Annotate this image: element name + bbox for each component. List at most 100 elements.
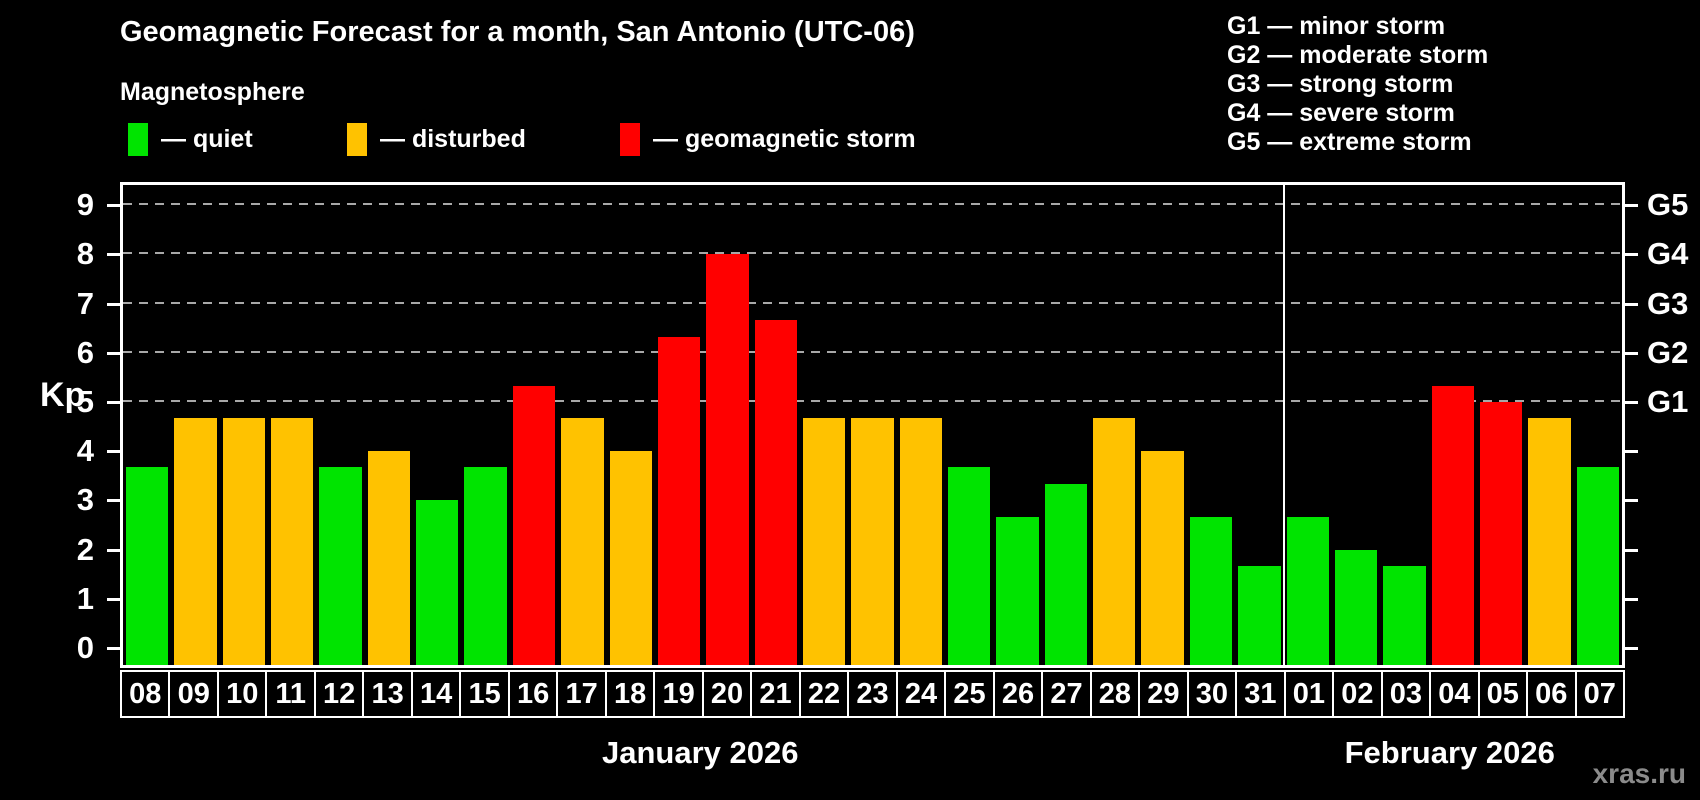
gridline-kp7 bbox=[123, 301, 1622, 304]
bar-slot-25 bbox=[945, 185, 993, 665]
day-label-box-17: 17 bbox=[556, 670, 607, 718]
y-tick-label-5: 5 bbox=[76, 384, 94, 419]
legend-label: — geomagnetic storm bbox=[653, 124, 916, 153]
y-tick-label-1: 1 bbox=[76, 580, 94, 616]
day-label-box-06: 06 bbox=[1526, 670, 1577, 718]
gridline-kp6 bbox=[123, 350, 1622, 353]
kp-bar-day-02-quiet bbox=[1334, 549, 1378, 665]
bar-slot-08 bbox=[123, 185, 171, 665]
bar-slot-16 bbox=[510, 185, 558, 665]
month-label-january: January 2026 bbox=[602, 735, 799, 770]
g-legend-line: G2 — moderate storm bbox=[1227, 41, 1489, 69]
kp-bar-day-27-quiet bbox=[1044, 484, 1088, 665]
kp-bar-day-17-disturbed bbox=[561, 418, 604, 665]
gridline-kp8 bbox=[123, 252, 1622, 255]
bar-slot-12 bbox=[316, 185, 364, 665]
bar-slot-09 bbox=[171, 185, 219, 665]
month-label-february: February 2026 bbox=[1344, 735, 1555, 770]
y-tick-label-2: 2 bbox=[76, 531, 94, 567]
quiet-color-swatch bbox=[128, 122, 148, 156]
chart-subtitle: Magnetosphere bbox=[120, 78, 305, 106]
legend-item-quiet: — quiet bbox=[128, 121, 253, 157]
y-tick-right-0 bbox=[1625, 647, 1638, 650]
bar-slot-20 bbox=[703, 185, 751, 665]
kp-bar-day-23-disturbed bbox=[851, 418, 894, 665]
day-label-box-10: 10 bbox=[216, 670, 268, 718]
gridline-kp9 bbox=[123, 203, 1622, 206]
kp-bar-day-06-disturbed bbox=[1528, 418, 1571, 665]
g-level-label-G3: G3 bbox=[1647, 285, 1689, 321]
day-label-box-09: 09 bbox=[168, 670, 219, 718]
y-tick-label-0: 0 bbox=[76, 630, 94, 665]
g-scale-legend: G1 — minor storm G2 — moderate storm G3 … bbox=[1227, 12, 1488, 157]
x-axis-day-row: 08 09 10 11 12 13 14 15 16 17 18 19 20 21 22 23 24 25 26 27… bbox=[120, 670, 1626, 718]
legend-item-disturbed: — disturbed bbox=[347, 121, 526, 157]
bar-slot-02 bbox=[1332, 185, 1380, 665]
kp-bar-day-09-disturbed bbox=[174, 418, 217, 665]
kp-bar-day-31-quiet bbox=[1238, 565, 1281, 665]
day-label-box-27: 27 bbox=[1041, 670, 1092, 718]
day-label-box-02: 02 bbox=[1332, 670, 1383, 718]
day-label-box-14: 14 bbox=[410, 670, 462, 718]
plot-area bbox=[120, 182, 1625, 668]
day-label-box-25: 25 bbox=[944, 670, 995, 718]
gridline-kp5 bbox=[123, 400, 1622, 402]
kp-bar-day-16-storm bbox=[512, 385, 556, 665]
kp-bar-day-22-disturbed bbox=[802, 418, 846, 665]
y-tick-left-9 bbox=[107, 204, 120, 208]
y-tick-left-6 bbox=[107, 351, 120, 355]
kp-bar-day-07-quiet bbox=[1576, 467, 1619, 665]
y-tick-left-8 bbox=[107, 253, 120, 257]
day-label-box-04: 04 bbox=[1429, 670, 1480, 718]
kp-bar-day-19-storm bbox=[657, 336, 701, 665]
bar-slot-17 bbox=[558, 185, 606, 665]
kp-bar-day-12-quiet bbox=[319, 467, 362, 665]
bar-slot-06 bbox=[1525, 185, 1573, 665]
kp-bar-day-21-storm bbox=[754, 319, 797, 665]
bar-slot-24 bbox=[897, 185, 945, 665]
bar-slot-23 bbox=[848, 185, 896, 665]
y-tick-left-4 bbox=[107, 450, 120, 454]
day-label-box-22: 22 bbox=[798, 670, 850, 718]
kp-bar-day-15-quiet bbox=[464, 467, 507, 665]
kp-bar-day-03-quiet bbox=[1383, 565, 1426, 665]
g-legend-line: G4 — severe storm bbox=[1227, 99, 1455, 127]
g-level-label-G4: G4 bbox=[1647, 236, 1689, 272]
kp-bar-day-18-disturbed bbox=[609, 451, 652, 665]
kp-bar-day-11-disturbed bbox=[271, 418, 314, 665]
day-label-box-26: 26 bbox=[992, 670, 1044, 718]
bar-slot-26 bbox=[993, 185, 1041, 665]
day-label-box-01: 01 bbox=[1283, 670, 1335, 718]
g-legend-line: G3 — strong storm bbox=[1227, 70, 1454, 98]
day-label-box-15: 15 bbox=[459, 670, 510, 718]
bar-slot-05 bbox=[1477, 185, 1525, 665]
day-label-box-12: 12 bbox=[313, 670, 365, 718]
y-tick-label-3: 3 bbox=[76, 482, 94, 518]
y-tick-right-8 bbox=[1625, 253, 1638, 257]
kp-bar-day-25-quiet bbox=[948, 467, 991, 665]
y-tick-right-2 bbox=[1625, 548, 1638, 552]
bar-slot-30 bbox=[1187, 185, 1235, 665]
g-legend-line: G5 — extreme storm bbox=[1227, 128, 1472, 156]
kp-bar-day-04-storm bbox=[1431, 385, 1474, 665]
kp-bar-day-08-quiet bbox=[126, 467, 169, 665]
bar-slot-03 bbox=[1380, 185, 1428, 665]
kp-bar-day-13-disturbed bbox=[367, 451, 411, 665]
bar-slot-04 bbox=[1429, 185, 1477, 665]
y-axis-title: Kp bbox=[40, 376, 86, 414]
y-tick-left-7 bbox=[107, 302, 120, 306]
g-level-label-G5: G5 bbox=[1647, 187, 1689, 223]
bar-slot-18 bbox=[607, 185, 655, 665]
y-tick-right-4 bbox=[1625, 450, 1638, 454]
kp-bar-day-29-disturbed bbox=[1141, 451, 1184, 665]
y-tick-label-8: 8 bbox=[76, 236, 94, 272]
kp-bar-day-14-quiet bbox=[416, 500, 459, 665]
bar-slot-01 bbox=[1284, 185, 1332, 665]
kp-bar-day-30-quiet bbox=[1189, 516, 1233, 665]
y-tick-right-7 bbox=[1625, 302, 1638, 306]
y-axis-right: G1 G2 G3 G4 G5 bbox=[1625, 182, 1700, 668]
bar-slot-29 bbox=[1138, 185, 1186, 665]
page-title: Geomagnetic Forecast for a month, San An… bbox=[120, 16, 915, 48]
y-axis-left: 0 1 2 3 4 5 6 7 8 9 bbox=[0, 182, 120, 668]
kp-bar-day-20-storm bbox=[706, 254, 749, 665]
